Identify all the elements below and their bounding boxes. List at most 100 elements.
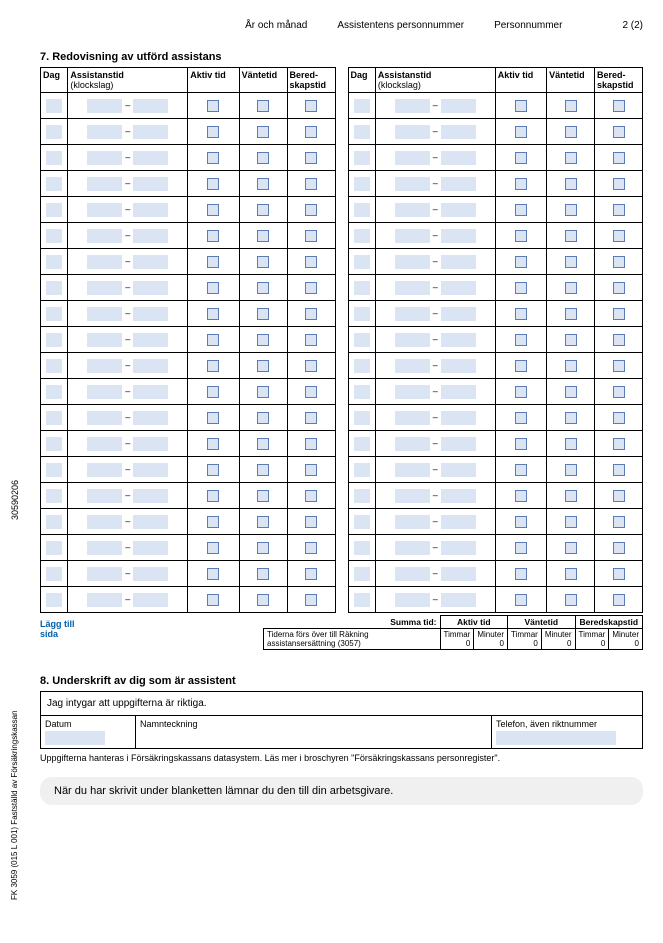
time-to-field[interactable] (441, 385, 476, 399)
aktiv-checkbox[interactable] (515, 412, 527, 424)
bered-checkbox[interactable] (305, 256, 317, 268)
add-page-link[interactable]: Lägg till sida (40, 619, 75, 639)
vantetid-checkbox[interactable] (257, 256, 269, 268)
vantetid-checkbox[interactable] (257, 230, 269, 242)
bered-checkbox[interactable] (305, 360, 317, 372)
tel-field[interactable] (496, 731, 616, 745)
time-to-field[interactable] (133, 385, 168, 399)
time-to-field[interactable] (441, 515, 476, 529)
time-from-field[interactable] (87, 125, 122, 139)
vantetid-checkbox[interactable] (565, 516, 577, 528)
aktiv-checkbox[interactable] (515, 282, 527, 294)
dag-field[interactable] (46, 437, 62, 451)
aktiv-checkbox[interactable] (207, 438, 219, 450)
time-from-field[interactable] (87, 359, 122, 373)
dag-field[interactable] (354, 437, 370, 451)
bered-checkbox[interactable] (305, 386, 317, 398)
vantetid-checkbox[interactable] (257, 204, 269, 216)
dag-field[interactable] (354, 177, 370, 191)
time-to-field[interactable] (441, 99, 476, 113)
dag-field[interactable] (46, 333, 62, 347)
dag-field[interactable] (46, 307, 62, 321)
time-to-field[interactable] (133, 255, 168, 269)
bered-checkbox[interactable] (613, 282, 625, 294)
time-to-field[interactable] (133, 177, 168, 191)
dag-field[interactable] (354, 281, 370, 295)
time-to-field[interactable] (133, 99, 168, 113)
vantetid-checkbox[interactable] (565, 490, 577, 502)
time-from-field[interactable] (395, 567, 430, 581)
bered-checkbox[interactable] (613, 568, 625, 580)
dag-field[interactable] (46, 229, 62, 243)
time-from-field[interactable] (87, 177, 122, 191)
dag-field[interactable] (46, 151, 62, 165)
vantetid-checkbox[interactable] (565, 256, 577, 268)
aktiv-checkbox[interactable] (207, 412, 219, 424)
time-to-field[interactable] (133, 437, 168, 451)
vantetid-checkbox[interactable] (257, 282, 269, 294)
vantetid-checkbox[interactable] (565, 594, 577, 606)
time-from-field[interactable] (87, 281, 122, 295)
vantetid-checkbox[interactable] (565, 568, 577, 580)
time-to-field[interactable] (441, 359, 476, 373)
time-from-field[interactable] (87, 203, 122, 217)
time-from-field[interactable] (87, 99, 122, 113)
time-to-field[interactable] (133, 229, 168, 243)
vantetid-checkbox[interactable] (257, 438, 269, 450)
vantetid-checkbox[interactable] (257, 412, 269, 424)
bered-checkbox[interactable] (305, 438, 317, 450)
time-to-field[interactable] (133, 281, 168, 295)
time-to-field[interactable] (441, 593, 476, 607)
time-from-field[interactable] (87, 567, 122, 581)
time-from-field[interactable] (395, 411, 430, 425)
time-to-field[interactable] (441, 463, 476, 477)
dag-field[interactable] (354, 463, 370, 477)
bered-checkbox[interactable] (305, 308, 317, 320)
bered-checkbox[interactable] (613, 438, 625, 450)
vantetid-checkbox[interactable] (565, 282, 577, 294)
aktiv-checkbox[interactable] (207, 542, 219, 554)
time-from-field[interactable] (395, 385, 430, 399)
time-from-field[interactable] (87, 229, 122, 243)
time-to-field[interactable] (133, 203, 168, 217)
aktiv-checkbox[interactable] (515, 438, 527, 450)
time-from-field[interactable] (395, 203, 430, 217)
time-from-field[interactable] (395, 359, 430, 373)
aktiv-checkbox[interactable] (207, 282, 219, 294)
time-to-field[interactable] (133, 593, 168, 607)
vantetid-checkbox[interactable] (257, 594, 269, 606)
dag-field[interactable] (46, 359, 62, 373)
aktiv-checkbox[interactable] (207, 464, 219, 476)
aktiv-checkbox[interactable] (207, 568, 219, 580)
dag-field[interactable] (46, 463, 62, 477)
dag-field[interactable] (354, 333, 370, 347)
aktiv-checkbox[interactable] (515, 516, 527, 528)
time-from-field[interactable] (395, 489, 430, 503)
time-to-field[interactable] (441, 307, 476, 321)
time-to-field[interactable] (133, 567, 168, 581)
bered-checkbox[interactable] (305, 464, 317, 476)
bered-checkbox[interactable] (613, 256, 625, 268)
time-from-field[interactable] (87, 593, 122, 607)
time-to-field[interactable] (133, 151, 168, 165)
dag-field[interactable] (354, 255, 370, 269)
dag-field[interactable] (354, 489, 370, 503)
aktiv-checkbox[interactable] (207, 594, 219, 606)
bered-checkbox[interactable] (613, 126, 625, 138)
time-from-field[interactable] (87, 255, 122, 269)
vantetid-checkbox[interactable] (257, 464, 269, 476)
bered-checkbox[interactable] (305, 516, 317, 528)
aktiv-checkbox[interactable] (515, 100, 527, 112)
dag-field[interactable] (46, 541, 62, 555)
time-from-field[interactable] (87, 515, 122, 529)
time-to-field[interactable] (133, 411, 168, 425)
vantetid-checkbox[interactable] (257, 516, 269, 528)
aktiv-checkbox[interactable] (207, 230, 219, 242)
bered-checkbox[interactable] (613, 334, 625, 346)
aktiv-checkbox[interactable] (515, 334, 527, 346)
time-to-field[interactable] (133, 463, 168, 477)
bered-checkbox[interactable] (613, 464, 625, 476)
bered-checkbox[interactable] (613, 178, 625, 190)
vantetid-checkbox[interactable] (257, 152, 269, 164)
bered-checkbox[interactable] (613, 360, 625, 372)
